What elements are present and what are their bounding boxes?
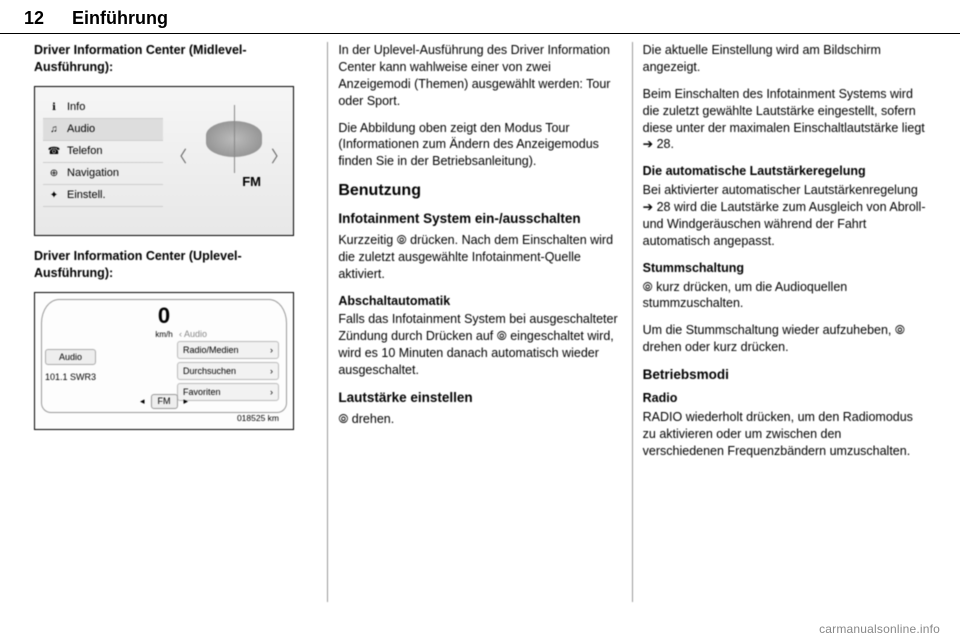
page-header: 12 Einführung (0, 0, 960, 34)
heading-lautstaerke: Lautstärke einstellen (338, 389, 621, 407)
paragraph: Die aktuelle Einstellung wird am Bildsch… (643, 42, 926, 76)
heading-ein-aus: Infotainment System ein-/ausschalten (338, 210, 621, 228)
chevron-right-icon: › (270, 344, 273, 356)
column-2: In der Uplevel-Ausführung des Driver Inf… (328, 42, 632, 602)
triangle-right-icon[interactable]: ▸ (184, 395, 189, 407)
paragraph: ⦾ kurz drücken, um die Audioquellen stum… (643, 279, 926, 313)
nav-icon: ⊕ (47, 166, 61, 180)
menu-label: Info (67, 100, 85, 115)
chevron-right-icon: › (270, 365, 273, 377)
fig2-left-panel: Audio 101.1 SWR3 (45, 349, 96, 383)
speed-readout: 0 km/h (155, 301, 172, 341)
menu-label: Navigation (67, 166, 119, 181)
settings-icon: ✦ (47, 188, 61, 202)
audio-icon: ♫ (47, 122, 61, 136)
column-3: Die aktuelle Einstellung wird am Bildsch… (633, 42, 936, 602)
heading-benutzung: Benutzung (338, 180, 621, 202)
paragraph: Kurzzeitig ⦾ drücken. Nach dem Einschalt… (338, 232, 621, 283)
paragraph: Die Abbildung oben zeigt den Modus Tour … (338, 120, 621, 171)
paragraph: Bei aktivierter automatischer Lautstärke… (643, 182, 926, 250)
caption-midlevel: Driver Information Center (Midlevel-Ausf… (34, 42, 317, 76)
info-icon: ℹ (47, 100, 61, 114)
fig1-visual (189, 121, 279, 165)
menu-label: Telefon (67, 144, 102, 159)
chevron-right-icon: › (270, 386, 273, 398)
menu-header[interactable]: ‹ Audio (177, 327, 279, 341)
menu-item-navigation[interactable]: ⊕ Navigation (43, 163, 163, 185)
menu-label: Favoriten (183, 386, 221, 398)
speed-value: 0 (155, 301, 172, 331)
content-columns: Driver Information Center (Midlevel-Ausf… (0, 42, 960, 602)
menu-item-favoriten[interactable]: Favoriten › (177, 383, 279, 401)
triangle-left-icon[interactable]: ◂ (140, 395, 145, 407)
odometer: 018525 km (237, 413, 279, 424)
chevron-left-icon[interactable]: 〈 (171, 147, 187, 169)
menu-item-durchsuchen[interactable]: Durchsuchen › (177, 362, 279, 380)
globe-icon (206, 121, 262, 157)
paragraph: Um die Stummschaltung wieder aufzuheben,… (643, 322, 926, 356)
audio-tab[interactable]: Audio (45, 349, 96, 365)
chevron-right-icon[interactable]: 〉 (271, 147, 287, 169)
paragraph: ⦾ drehen. (338, 411, 621, 428)
menu-label: Radio/Medien (183, 344, 239, 356)
phone-icon: ☎ (47, 144, 61, 158)
menu-label: Durchsuchen (183, 365, 236, 377)
menu-item-settings[interactable]: ✦ Einstell. (43, 185, 163, 207)
heading-radio: Radio (643, 390, 926, 407)
fig2-menu: ‹ Audio Radio/Medien › Durchsuchen › Fav… (177, 327, 279, 405)
heading-betriebsmodi: Betriebsmodi (643, 366, 926, 384)
radio-band-label: FM (242, 173, 261, 191)
heading-abschaltautomatik: Abschaltautomatik (338, 293, 621, 310)
paragraph: Falls das Infotainment System bei ausges… (338, 311, 621, 379)
heading-auto-lautstaerke: Die automatische Lautstärkeregelung (643, 163, 926, 180)
paragraph: In der Uplevel-Ausführung des Driver Inf… (338, 42, 621, 110)
paragraph: RADIO wiederholt drücken, um den Radiomo… (643, 409, 926, 460)
figure-midlevel-dic: ℹ Info ♫ Audio ☎ Telefon ⊕ Navigation ✦ (34, 86, 294, 236)
menu-label: Audio (67, 122, 95, 137)
speed-unit: km/h (155, 330, 172, 341)
fig1-menu: ℹ Info ♫ Audio ☎ Telefon ⊕ Navigation ✦ (43, 97, 163, 207)
caption-uplevel: Driver Information Center (Uplevel-Ausfü… (34, 248, 317, 282)
heading-stummschaltung: Stummschaltung (643, 260, 926, 277)
menu-item-radio-medien[interactable]: Radio/Medien › (177, 341, 279, 359)
station-label: 101.1 SWR3 (45, 371, 96, 383)
menu-item-phone[interactable]: ☎ Telefon (43, 141, 163, 163)
band-chip[interactable]: FM (151, 394, 178, 408)
paragraph: Beim Einschalten des Infotainment System… (643, 86, 926, 154)
menu-item-audio[interactable]: ♫ Audio (43, 119, 163, 141)
footer-url: carmanualsonline.info (819, 622, 940, 636)
figure-uplevel-dic: 0 km/h Audio 101.1 SWR3 ‹ Audio Radio/Me… (34, 292, 294, 430)
menu-label: Einstell. (67, 188, 106, 203)
column-1: Driver Information Center (Midlevel-Ausf… (24, 42, 328, 602)
chapter-title: Einführung (72, 8, 168, 29)
band-selector: ◂ FM ▸ (140, 394, 188, 408)
page-number: 12 (24, 8, 44, 29)
menu-item-info[interactable]: ℹ Info (43, 97, 163, 119)
